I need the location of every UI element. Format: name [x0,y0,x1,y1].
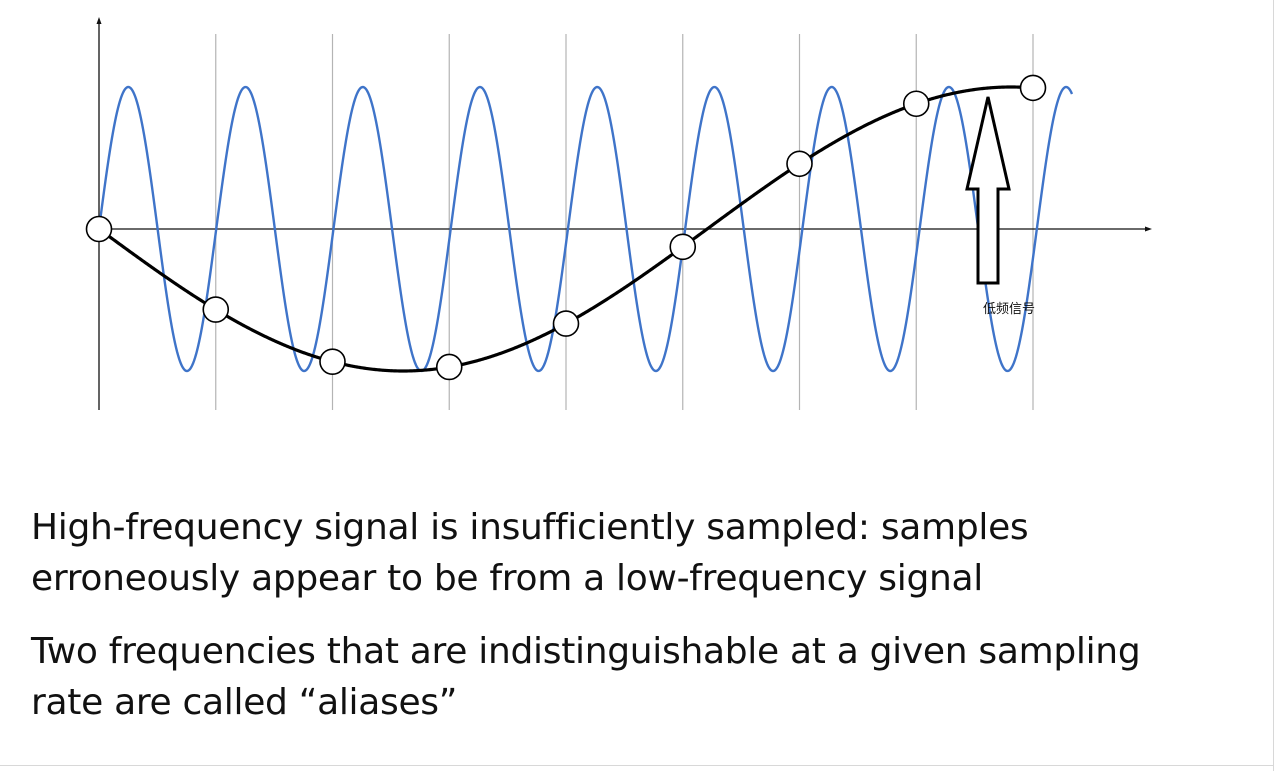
sample-point [669,233,697,261]
paragraph-line: erroneously appear to be from a low-freq… [31,558,983,599]
explanation-paragraph: High-frequency signal is insufficiently … [31,502,1029,604]
annotation-arrow [965,96,1011,285]
high-frequency-signal [97,85,1074,373]
x-axis-arrowhead [1145,226,1152,232]
aliasing-diagram: 低频信号 [85,17,1152,410]
sample-point [319,348,346,375]
sample-point [786,150,813,178]
sample-point [202,296,230,323]
right-border [1273,0,1274,771]
sample-point [902,90,930,118]
paragraph-line: High-frequency signal is insufficiently … [31,507,1029,548]
y-axis-arrowhead [96,17,102,24]
sample-points [85,74,1047,381]
sample-point [435,353,463,381]
aliases-definition-paragraph: Two frequencies that are indistinguishab… [31,626,1141,728]
sample-point [552,310,580,337]
paragraph-line: rate are called “aliases” [31,682,458,723]
bottom-border [0,765,1274,766]
paragraph-line: Two frequencies that are indistinguishab… [31,631,1141,672]
low-frequency-label: 低频信号 [983,302,1035,317]
sample-point [1019,74,1047,102]
sample-point [85,215,113,243]
